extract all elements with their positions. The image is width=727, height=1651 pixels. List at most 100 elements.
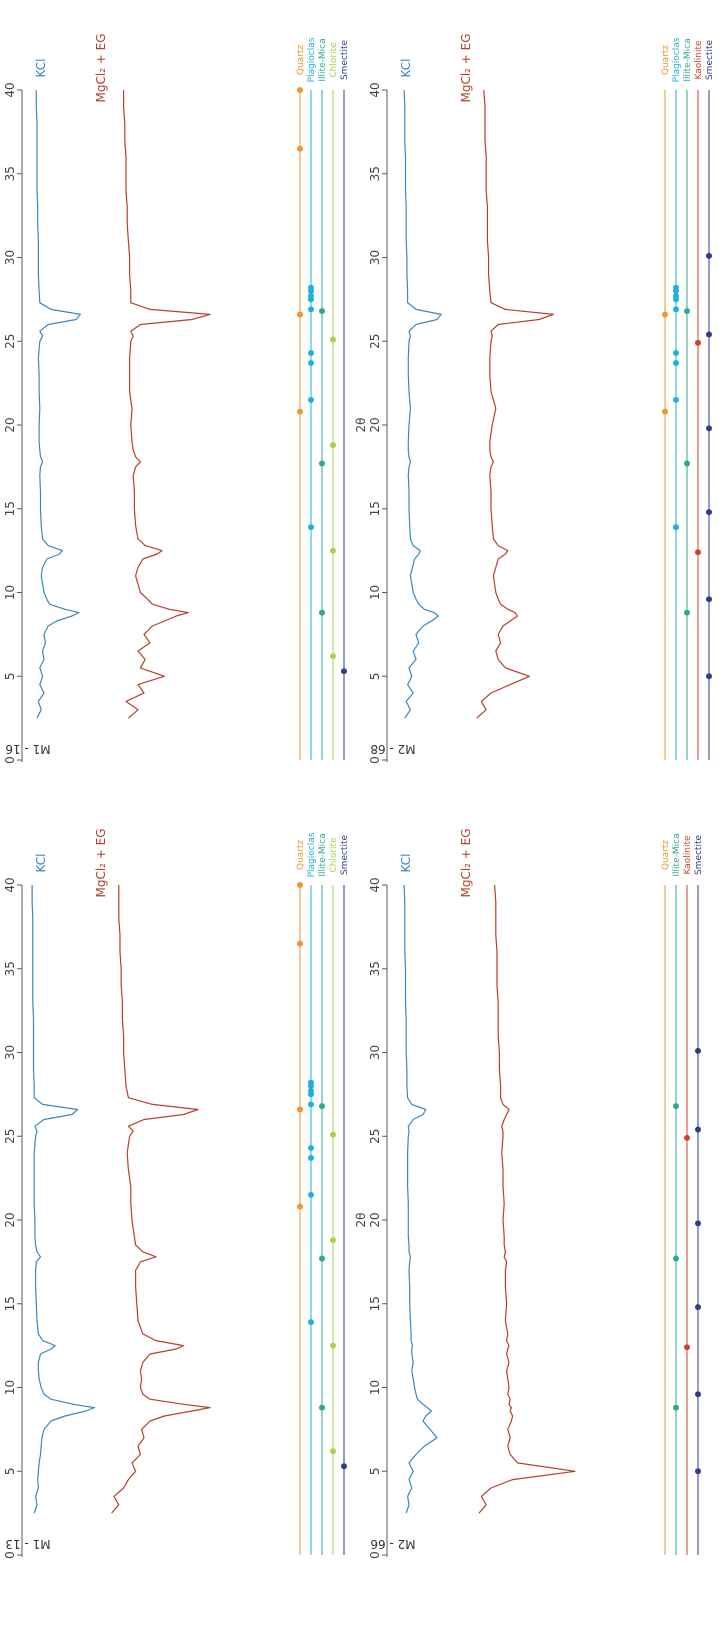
mineral-peak-dot [319, 1404, 325, 1411]
mineral-peak-dot [319, 308, 325, 315]
mineral-peak-dot [330, 653, 336, 660]
legend-entry-chlorite: Chlorite [329, 42, 339, 78]
mineral-peak-dot [673, 524, 679, 531]
x-tick-label: 20 [368, 1212, 382, 1227]
x-tick-label: 5 [368, 1467, 382, 1475]
panel-m1-16: 0 5 10 15 20 25 30 35 40 2θ M1 - 16 MgCl₂ + EG KCl Qu… [0, 33, 350, 763]
legend-entry-plagioclas: Plagioclas [672, 37, 682, 82]
legend-entry-quartz: Quartz [296, 840, 306, 871]
mineral-peak-dot [673, 1404, 679, 1411]
legend-entry-smectite: Smectite [340, 835, 350, 876]
mgcl2-eg-series-line [476, 89, 555, 719]
series-label: KCl [34, 59, 48, 78]
x-tick-label: 5 [3, 672, 17, 680]
x-tick-label: 20 [3, 1212, 17, 1227]
kcl-series-line [31, 885, 96, 1514]
mineral-peak-dot [706, 331, 712, 338]
x-tick-label: 35 [368, 166, 382, 181]
mineral-peak-dot [673, 306, 679, 313]
mineral-peak-dot [662, 311, 668, 318]
x-tick-label: 0 [3, 1551, 17, 1559]
series-label: MgCl₂ + EG [94, 33, 108, 102]
x-tick-label: 35 [3, 961, 17, 976]
x-tick-label: 5 [3, 1467, 17, 1475]
mineral-peak-dot [308, 1191, 314, 1198]
x-tick-label: 30 [368, 250, 382, 265]
legend-entry-quartz: Quartz [296, 45, 306, 76]
mineral-peak-dot [673, 293, 679, 300]
x-tick-label: 35 [3, 166, 17, 181]
kcl-series-line [35, 90, 82, 719]
mineral-peak-dot [319, 460, 325, 467]
sample-label: M1 - 16 [5, 742, 50, 756]
mineral-peak-dot [341, 668, 347, 675]
x-axis-label: 2θ [0, 418, 3, 433]
mineral-peak-dot [308, 396, 314, 403]
x-tick-label: 5 [368, 672, 382, 680]
x-tick-label: 10 [3, 1380, 17, 1395]
x-tick-label: 40 [368, 82, 382, 97]
mineral-peak-dot [308, 1144, 314, 1151]
sample-label: M2 - 66 [370, 1537, 415, 1551]
mineral-peak-dot [695, 1468, 701, 1475]
mineral-peak-dot [662, 408, 668, 415]
mineral-peak-dot [297, 1106, 303, 1113]
mineral-peak-dot [684, 1134, 690, 1141]
x-tick-label: 40 [368, 877, 382, 892]
panel-m2-66: 0 5 10 15 20 25 30 35 40 2θ M2 - 66 MgCl₂ + EG KCl Qu… [354, 828, 704, 1558]
x-tick-label: 40 [3, 82, 17, 97]
legend-entry-illite-mica: Illite-Mica [672, 833, 682, 876]
mineral-peak-dot [330, 1342, 336, 1349]
legend-entry-illite-mica: Illite-Mica [318, 833, 328, 876]
mineral-peak-dot [706, 596, 712, 603]
legend-entry-quartz: Quartz [661, 840, 671, 871]
mineral-peak-dot [319, 609, 325, 616]
legend-entry-illite-mica: Illite-Mica [318, 38, 328, 81]
mineral-peak-dot [695, 1304, 701, 1311]
x-tick-label: 30 [368, 1045, 382, 1060]
mineral-peak-dot [330, 336, 336, 343]
mineral-peak-dot [308, 360, 314, 367]
mineral-peak-dot [308, 1101, 314, 1108]
mineral-peak-dot [695, 549, 701, 556]
kcl-series-line [403, 89, 442, 719]
legend-entry-kaolinite: Kaolinite [683, 835, 693, 874]
sample-label: M2 - 68 [370, 742, 415, 756]
mineral-peak-dot [695, 339, 701, 346]
x-tick-label: 30 [3, 1045, 17, 1060]
mgcl2-eg-series-line [478, 884, 576, 1514]
mineral-peak-dot [695, 1220, 701, 1227]
mineral-peak-dot [684, 308, 690, 315]
mineral-peak-dot [330, 1448, 336, 1455]
legend-entry-smectite: Smectite [694, 835, 704, 876]
mineral-peak-dot [308, 349, 314, 356]
x-tick-label: 0 [368, 1551, 382, 1559]
mineral-peak-dot [695, 1126, 701, 1133]
series-label: MgCl₂ + EG [94, 828, 108, 897]
mineral-peak-dot [695, 1047, 701, 1054]
mineral-peak-dot [684, 609, 690, 616]
mineral-peak-dot [297, 145, 303, 152]
mineral-peak-dot [297, 1203, 303, 1210]
mineral-peak-dot [341, 1463, 347, 1470]
mineral-peak-dot [330, 1131, 336, 1138]
x-tick-label: 15 [368, 1296, 382, 1311]
x-tick-label: 10 [368, 585, 382, 600]
sample-label: M1 - 13 [5, 1537, 50, 1551]
mineral-peak-dot [684, 460, 690, 467]
mineral-peak-dot [308, 1319, 314, 1326]
legend-entry-plagioclas: Plagioclas [307, 832, 317, 877]
series-label: KCl [399, 854, 413, 873]
mineral-peak-dot [297, 940, 303, 947]
series-label: MgCl₂ + EG [459, 33, 473, 102]
mineral-peak-dot [673, 349, 679, 356]
x-tick-label: 25 [3, 1129, 17, 1144]
legend-entry-chlorite: Chlorite [329, 837, 339, 873]
legend-entry-smectite: Smectite [340, 40, 350, 81]
x-tick-label: 0 [368, 756, 382, 764]
mineral-peak-dot [308, 1155, 314, 1162]
legend-entry-smectite: Smectite [705, 40, 715, 81]
x-tick-label: 25 [368, 334, 382, 349]
series-label: KCl [399, 59, 413, 78]
legend-entry-kaolinite: Kaolinite [694, 40, 704, 79]
